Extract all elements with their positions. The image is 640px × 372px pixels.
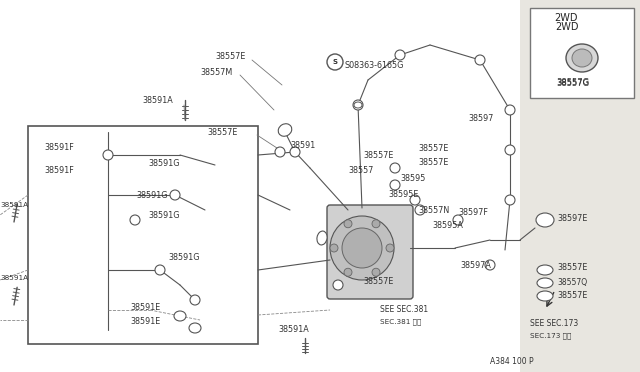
Circle shape xyxy=(275,147,285,157)
Circle shape xyxy=(390,163,400,173)
Text: SEE SEC.173: SEE SEC.173 xyxy=(530,320,579,328)
Text: 38591E: 38591E xyxy=(130,317,160,327)
Circle shape xyxy=(386,244,394,252)
Circle shape xyxy=(327,54,343,70)
Ellipse shape xyxy=(317,231,327,245)
Text: 38591G: 38591G xyxy=(168,253,200,263)
Text: 38557G: 38557G xyxy=(556,78,589,87)
Circle shape xyxy=(190,295,200,305)
Circle shape xyxy=(485,260,495,270)
Ellipse shape xyxy=(572,49,592,67)
Text: 38591A: 38591A xyxy=(142,96,173,105)
Text: 38557E: 38557E xyxy=(418,157,449,167)
Text: 38591A: 38591A xyxy=(0,202,28,208)
Ellipse shape xyxy=(566,44,598,72)
Text: 38557: 38557 xyxy=(348,166,373,174)
Circle shape xyxy=(353,100,363,110)
Text: 38591F: 38591F xyxy=(44,166,74,174)
Circle shape xyxy=(453,215,463,225)
Text: 38597F: 38597F xyxy=(458,208,488,217)
Circle shape xyxy=(342,228,382,268)
Text: 38597A: 38597A xyxy=(460,260,491,269)
Circle shape xyxy=(415,205,425,215)
Circle shape xyxy=(103,150,113,160)
Text: 38591G: 38591G xyxy=(148,211,179,219)
Circle shape xyxy=(344,220,352,228)
Text: SEC.173 参照: SEC.173 参照 xyxy=(530,333,572,339)
Text: 38595: 38595 xyxy=(400,173,426,183)
Text: 38557E: 38557E xyxy=(207,128,237,137)
Text: 38557N: 38557N xyxy=(418,205,449,215)
Text: 38591G: 38591G xyxy=(136,190,168,199)
Text: 38591E: 38591E xyxy=(130,304,160,312)
Text: A384 100 P: A384 100 P xyxy=(490,357,534,366)
FancyBboxPatch shape xyxy=(327,205,413,299)
Circle shape xyxy=(505,105,515,115)
Text: 38557Q: 38557Q xyxy=(557,278,587,286)
Circle shape xyxy=(290,147,300,157)
Ellipse shape xyxy=(537,291,553,301)
Text: 38597: 38597 xyxy=(468,113,493,122)
Ellipse shape xyxy=(189,323,201,333)
Text: 38557M: 38557M xyxy=(200,67,232,77)
Ellipse shape xyxy=(174,311,186,321)
Ellipse shape xyxy=(278,124,292,136)
Text: 38591A: 38591A xyxy=(0,275,28,281)
Text: 38591F: 38591F xyxy=(44,142,74,151)
Circle shape xyxy=(330,216,394,280)
Text: 38557E: 38557E xyxy=(215,51,245,61)
Ellipse shape xyxy=(537,265,553,275)
Text: 2WD: 2WD xyxy=(554,13,577,23)
Circle shape xyxy=(170,190,180,200)
Text: 38595A: 38595A xyxy=(432,221,463,230)
Text: 38557E: 38557E xyxy=(557,292,588,301)
Circle shape xyxy=(410,195,420,205)
Text: 38557E: 38557E xyxy=(363,151,394,160)
Ellipse shape xyxy=(333,280,343,290)
Text: 38557E: 38557E xyxy=(363,278,394,286)
Ellipse shape xyxy=(536,213,554,227)
Text: SEE SEC.381: SEE SEC.381 xyxy=(380,305,428,314)
Circle shape xyxy=(344,268,352,276)
Circle shape xyxy=(372,220,380,228)
Bar xyxy=(530,8,634,98)
Text: 38557E: 38557E xyxy=(557,263,588,273)
Circle shape xyxy=(372,268,380,276)
Text: SEC.381 参照: SEC.381 参照 xyxy=(380,319,421,325)
Text: 2WD: 2WD xyxy=(555,22,579,32)
Text: S: S xyxy=(333,59,337,65)
Circle shape xyxy=(395,50,405,60)
Ellipse shape xyxy=(537,278,553,288)
Bar xyxy=(28,126,258,344)
Circle shape xyxy=(130,215,140,225)
Bar xyxy=(0,0,520,372)
Circle shape xyxy=(330,244,338,252)
Text: 38557G: 38557G xyxy=(556,77,589,87)
Text: 38595E: 38595E xyxy=(388,189,419,199)
Text: 38591A: 38591A xyxy=(278,326,308,334)
Circle shape xyxy=(475,55,485,65)
Text: 38557E: 38557E xyxy=(418,144,449,153)
Ellipse shape xyxy=(354,102,362,108)
Circle shape xyxy=(390,180,400,190)
Text: S08363-6165G: S08363-6165G xyxy=(345,61,404,70)
Text: 38591G: 38591G xyxy=(148,158,179,167)
Circle shape xyxy=(155,265,165,275)
Text: 38591: 38591 xyxy=(290,141,316,150)
Circle shape xyxy=(505,195,515,205)
Text: 38597E: 38597E xyxy=(557,214,588,222)
Circle shape xyxy=(505,145,515,155)
